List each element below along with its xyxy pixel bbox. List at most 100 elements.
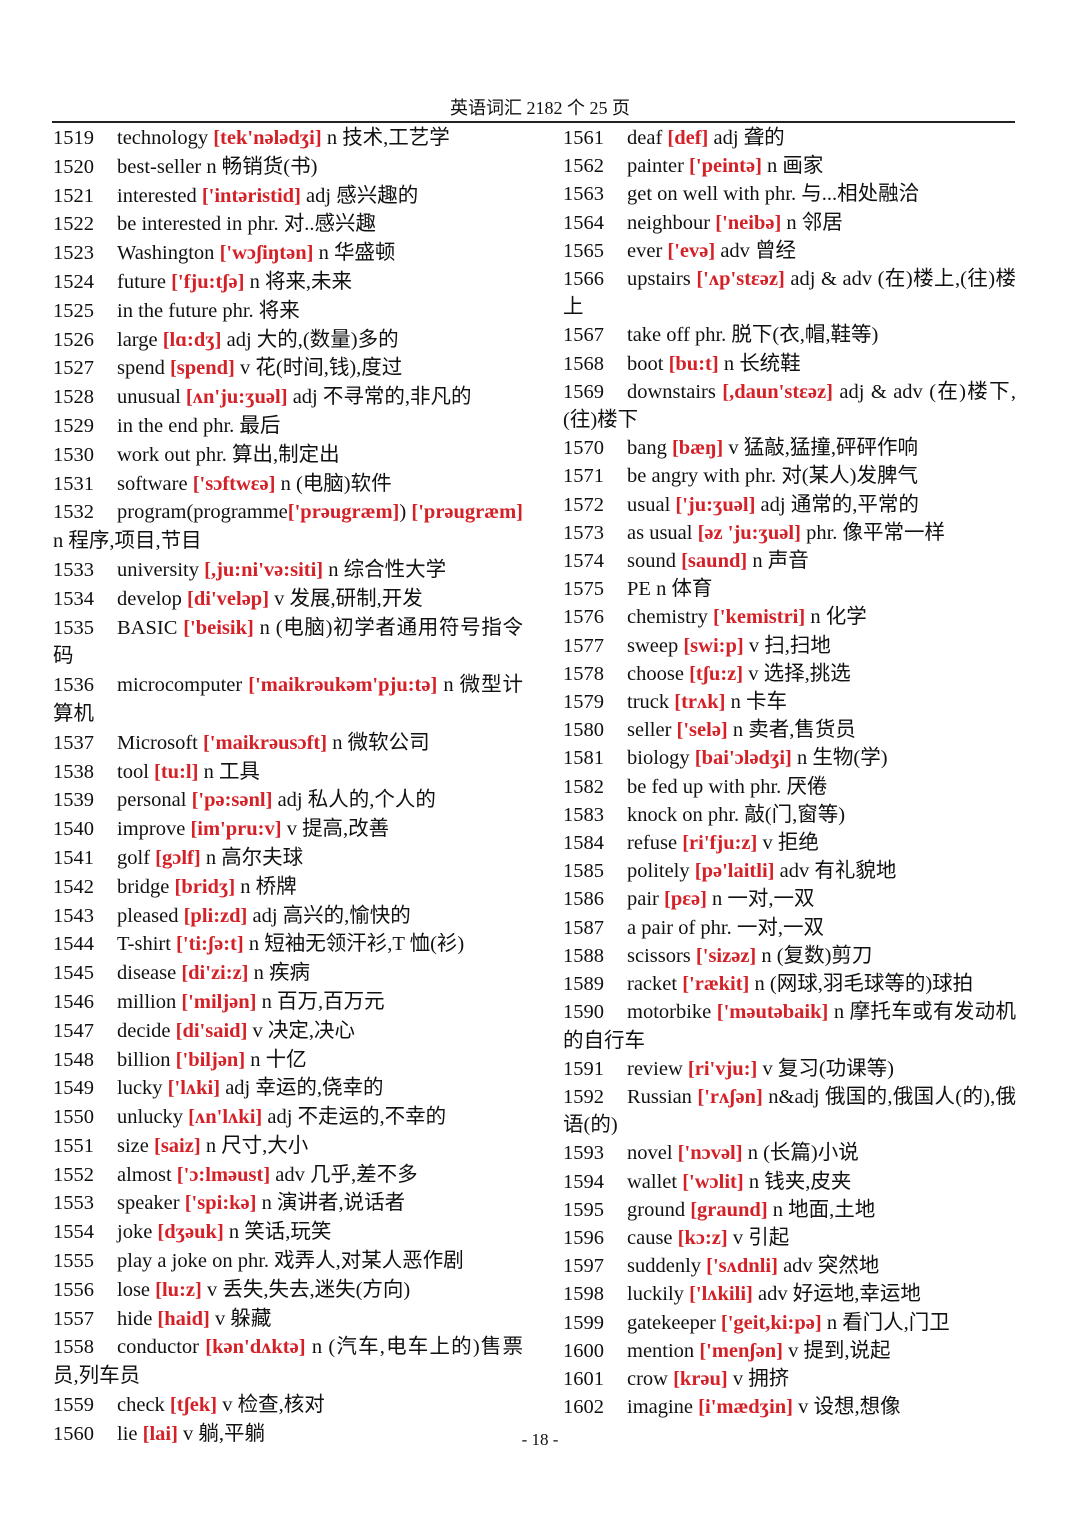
entry-number: 1595 [563,1198,604,1221]
entry-number: 1540 [53,818,94,841]
entry-definition: 聋的 [743,127,785,149]
entry-definition: 拥挤 [748,1367,790,1390]
entry-definition: 躺,平躺 [198,1422,266,1445]
entry-word: unlucky [117,1106,184,1129]
entry-word: a pair of [627,916,696,939]
entry-definition: 丢失,失去,迷失(方向) [222,1278,411,1301]
entry-word-suffix: ) [399,501,407,524]
vocab-entry: 1543 pleased [pli:zd] adj 高兴的,愉快的 [53,902,523,931]
entry-number: 1571 [563,465,604,488]
entry-definition: 十亿 [265,1048,307,1071]
entry-definition: 一对,一双 [736,916,824,939]
entry-part-of-speech: n [797,747,808,770]
entry-part-of-speech: n [205,846,217,869]
entry-definition: 厌倦 [786,775,828,798]
entry-definition: 将来 [258,299,300,322]
entry-word: microcomputer [117,674,243,697]
entry-part-of-speech: n [259,616,270,639]
entry-number: 1586 [563,888,604,911]
vocab-entry: 1587 a pair of phr. 一对,一双 [563,914,1016,942]
entry-definition: (电脑)初学者通用符号指令码 [53,616,524,668]
entry-phonetic: ['peintə] [689,155,762,178]
entry-definition: 长统鞋 [739,352,801,375]
entry-part-of-speech: n [240,875,251,898]
entry-definition: 邻居 [801,211,843,234]
vocab-entry: 1541 golf [gɔlf] n 高尔夫球 [53,844,523,873]
vocab-entry: 1542 bridge [bridʒ] n 桥牌 [53,873,523,902]
vocab-entry: 1554 joke [dʒəuk] n 笑话,玩笑 [53,1218,523,1247]
vocab-entry: 1573 as usual [əz 'ju:ʒuəl] phr. 像平常一样 [563,519,1016,547]
entry-number: 1541 [53,846,94,869]
entry-phonetic: [,daun'stεəz] [722,380,833,403]
entry-word: pleased [117,904,179,927]
entry-word: usual [627,493,671,516]
entry-word: wallet [627,1170,678,1193]
entry-phonetic: [saiz] [154,1134,201,1157]
entry-part-of-speech: n [332,731,343,754]
entry-word: spend [117,357,165,380]
vocab-entry: 1520 best-seller n 畅销货(书) [53,153,523,182]
entry-phonetic: ['sɔftwεə] [192,472,276,495]
entry-number: 1600 [563,1339,604,1362]
entry-number: 1565 [563,239,604,262]
entry-phonetic: ['evə] [667,239,716,262]
entry-number: 1519 [53,127,94,149]
entry-number: 1557 [53,1307,94,1330]
entry-part-of-speech: phr. [749,775,782,798]
vocab-entry: 1592 Russian ['rʌʃən] n&adj 俄国的,俄国人(的),俄语… [563,1083,1016,1139]
entry-definition: 声音 [767,550,809,573]
entry-definition: 综合性大学 [343,558,447,581]
vocab-entry: 1590 motorbike ['məutəbaik] n 摩托车或有发动机的自行… [563,998,1016,1054]
entry-phonetic: [bæŋ] [671,437,724,460]
entry-word: gatekeeper [627,1311,716,1334]
entry-part-of-speech: v [252,1019,263,1042]
vocab-entry: 1577 sweep [swi:p] v 扫,扫地 [563,632,1016,660]
entry-definition: 像平常一样 [842,521,946,544]
vocab-entry: 1584 refuse [ri'fju:z] v 拒绝 [563,829,1016,857]
entry-definition: 笑话,玩笑 [244,1221,332,1244]
entry-phonetic: ['lʌki] [167,1077,221,1100]
entry-word: deaf [627,127,663,149]
entry-number: 1558 [53,1336,94,1359]
entry-definition: 突然地 [817,1255,880,1278]
entry-definition: 技术,工艺学 [342,127,450,149]
entry-word: bridge [117,875,170,898]
entry-part-of-speech: n [203,760,214,783]
entry-definition: 将来,未来 [264,270,353,293]
entry-word: ground [627,1198,686,1221]
entry-word: develop [117,587,182,610]
vocab-entry: 1574 sound [saund] n 声音 [563,547,1016,575]
entry-word: future [117,270,166,293]
vocab-entry: 1596 cause [kɔ:z] v 引起 [563,1224,1016,1252]
entry-phonetic: ['geit,ki:pə] [720,1311,822,1334]
entry-number: 1589 [563,973,604,996]
entry-phonetic: [graund] [690,1198,768,1221]
entry-word: check [117,1394,165,1417]
entry-number: 1547 [53,1019,94,1042]
entry-part-of-speech: v [240,357,251,380]
entry-definition: 大的,(数量)多的 [256,328,399,351]
vocab-entry: 1527 spend [spend] v 花(时间,钱),度过 [53,354,523,383]
entry-number: 1602 [563,1396,604,1419]
vocab-entry: 1578 choose [tʃu:z] v 选择,挑选 [563,660,1016,688]
entry-part-of-speech: n [328,558,339,581]
entry-word: refuse [627,832,678,855]
entry-word: boot [627,352,664,375]
entry-word: as usual [627,521,693,544]
entry-word: biology [627,747,690,770]
entry-phonetic: [lu:z] [155,1278,202,1301]
vocab-entry: 1524 future ['fju:tʃə] n 将来,未来 [53,268,523,297]
entry-phonetic: [tʃek] [169,1394,218,1417]
entry-number: 1531 [53,472,94,495]
entry-part-of-speech: adj [226,328,252,351]
entry-definition: 选择,挑选 [763,662,851,685]
vocab-entry: 1537 Microsoft ['maikrəusɔft] n 微软公司 [53,729,523,758]
entry-word: joke [117,1221,153,1244]
entry-part-of-speech: adj [267,1106,293,1129]
vocab-entry: 1522 be interested in phr. 对..感兴趣 [53,210,523,239]
entry-word: scissors [627,944,691,967]
entry-number: 1552 [53,1163,94,1186]
vocab-entry: 1559 check [tʃek] v 检查,核对 [53,1391,523,1420]
vocab-entry: 1576 chemistry ['kemistri] n 化学 [563,603,1016,631]
vocab-entry: 1558 conductor [kən'dʌktə] n (汽车,电车上的)售票员… [53,1333,523,1391]
